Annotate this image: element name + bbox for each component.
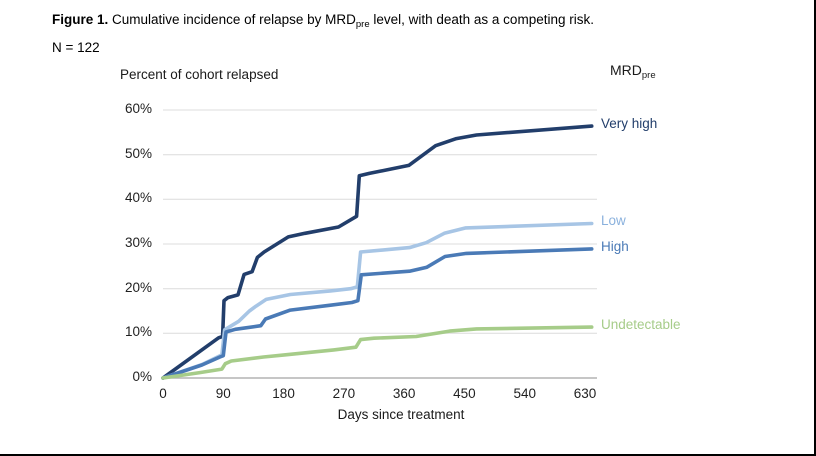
x-tick-label: 450 xyxy=(453,386,476,401)
legend-title-subscript: pre xyxy=(641,70,656,81)
y-tick-label: 20% xyxy=(124,279,152,295)
series-label-high: High xyxy=(601,238,629,254)
y-tick-label: 30% xyxy=(124,235,152,250)
y-tick-label: 50% xyxy=(124,145,152,161)
x-tick-label: 0 xyxy=(159,386,167,401)
series-label-undetectable: Undetectable xyxy=(601,317,681,333)
x-tick-label: 270 xyxy=(332,386,356,401)
y-tick-label: 0% xyxy=(132,369,152,384)
figure-title-text-end: level, with death as a competing risk. xyxy=(369,12,594,27)
y-tick-label: 60% xyxy=(124,101,152,116)
figure-title-text: Cumulative incidence of relapse by MRD xyxy=(108,12,356,27)
x-tick-label: 180 xyxy=(272,386,295,401)
x-tick-label: 630 xyxy=(573,386,597,401)
cohort-size-label: N = 122 xyxy=(52,40,100,55)
x-tick-label: 540 xyxy=(513,386,536,401)
x-tick-label: 360 xyxy=(392,386,416,401)
figure-title: Figure 1. Cumulative incidence of relaps… xyxy=(52,12,594,30)
x-axis-title: Days since treatment xyxy=(337,407,465,422)
legend-title: MRDpre xyxy=(610,62,656,81)
x-tick-label: 90 xyxy=(215,386,231,401)
figure-number: Figure 1. xyxy=(52,12,109,27)
y-tick-label: 10% xyxy=(124,324,152,340)
y-tick-label: 40% xyxy=(124,190,152,206)
y-axis-title: Percent of cohort relapsed xyxy=(120,67,279,82)
series-label-low: Low xyxy=(601,213,626,229)
figure-title-subscript: pre xyxy=(355,19,370,30)
series-label-very-high: Very high xyxy=(601,116,658,132)
